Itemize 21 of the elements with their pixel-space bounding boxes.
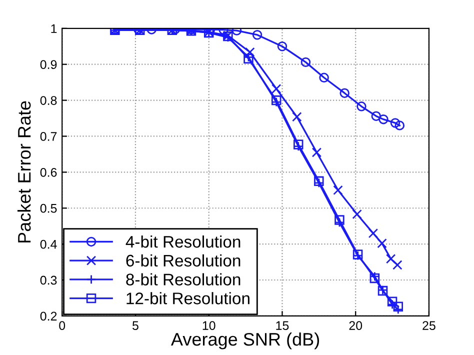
y-tick-label: 0.8 — [40, 96, 57, 105]
legend-label: 4-bit Resolution — [126, 235, 240, 248]
legend-label: 12-bit Resolution — [126, 292, 250, 304]
y-axis-title: Packet Error Rate — [17, 101, 31, 242]
y-tick-label: 1 — [51, 24, 57, 33]
legend-label: 8-bit Resolution — [126, 273, 240, 286]
y-tick-label: 0.9 — [40, 60, 57, 69]
x-tick-label: 20 — [349, 321, 362, 330]
y-tick-label: 0.4 — [40, 240, 57, 249]
x-tick-label: 15 — [276, 321, 289, 330]
x-tick-label: 25 — [422, 321, 436, 330]
x-tick-label: 10 — [202, 321, 216, 330]
legend-label: 6-bit Resolution — [126, 254, 240, 267]
y-tick-label: 0.5 — [40, 204, 57, 213]
y-tick-label: 0.7 — [40, 132, 57, 141]
x-tick-label: 0 — [59, 321, 66, 330]
x-tick-label: 5 — [132, 321, 138, 330]
y-tick-label: 0.3 — [40, 276, 57, 285]
y-tick-label: 0.6 — [40, 168, 57, 177]
y-tick-label: 0.2 — [40, 312, 57, 321]
x-axis-title: Average SNR (dB) — [170, 332, 320, 350]
